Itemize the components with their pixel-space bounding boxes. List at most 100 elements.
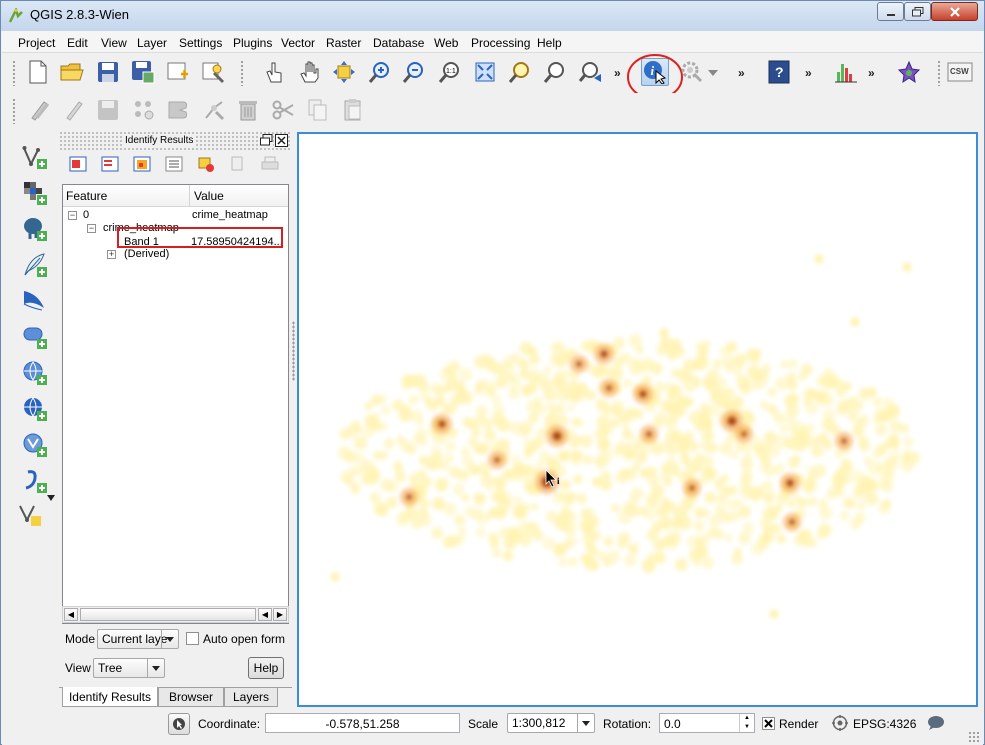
composer-manager-button[interactable]	[199, 58, 227, 86]
toggle-coordinate-button[interactable]	[168, 713, 190, 735]
open-form-button[interactable]	[163, 154, 185, 174]
add-wms-layer-button[interactable]	[21, 359, 49, 387]
view-select[interactable]: Tree	[93, 658, 165, 678]
node-tool-button[interactable]	[200, 96, 228, 124]
add-oracle-layer-button[interactable]	[21, 323, 49, 351]
menu-raster[interactable]: Raster	[326, 36, 362, 50]
toggle-editing-button[interactable]	[60, 96, 88, 124]
csw-button[interactable]: CSW	[946, 58, 974, 86]
toolbar-grip[interactable]	[937, 60, 941, 86]
current-edits-button[interactable]	[26, 96, 54, 124]
map-canvas[interactable]: i	[297, 132, 978, 707]
chevron-down-icon[interactable]	[708, 70, 718, 76]
menu-edit[interactable]: Edit	[67, 36, 88, 50]
expand-icon[interactable]: +	[107, 249, 116, 259]
scroll-left-button[interactable]: ◀	[258, 608, 272, 621]
menu-project[interactable]: Project	[18, 36, 56, 50]
save-as-button[interactable]	[129, 58, 157, 86]
crs-label[interactable]: EPSG:4326	[853, 717, 917, 731]
zoom-full-button[interactable]	[471, 58, 499, 86]
open-project-button[interactable]	[58, 58, 86, 86]
clear-highlights-button[interactable]	[195, 154, 217, 174]
collapse-icon[interactable]: −	[87, 223, 96, 233]
menu-settings[interactable]: Settings	[179, 36, 223, 50]
toolbar-grip[interactable]	[12, 60, 16, 86]
add-wfs-layer-button[interactable]	[21, 431, 49, 459]
new-print-composer-button[interactable]	[164, 58, 192, 86]
scale-select[interactable]: 1:300,812	[507, 713, 595, 733]
print-button[interactable]	[259, 154, 281, 174]
help-contents-button[interactable]: ?	[765, 58, 793, 86]
identify-features-button[interactable]: i	[641, 58, 669, 86]
maximize-button[interactable]	[904, 2, 931, 21]
tree-horizontal-scrollbar[interactable]: ◀ ◀ ▶	[62, 606, 289, 623]
new-shapefile-layer-button[interactable]	[21, 143, 49, 171]
cut-features-button[interactable]	[269, 96, 297, 124]
add-mssql-layer-button[interactable]	[21, 287, 49, 315]
render-checkbox[interactable]	[762, 717, 775, 730]
chevron-down-icon[interactable]	[47, 495, 55, 501]
scroll-left-button[interactable]: ◀	[64, 608, 78, 621]
zoom-to-layer-button[interactable]	[541, 58, 569, 86]
toolbar-overflow[interactable]: »	[868, 66, 875, 80]
zoom-in-button[interactable]	[366, 58, 394, 86]
add-postgis-layer-button[interactable]	[21, 215, 49, 243]
menu-vector[interactable]: Vector	[281, 36, 316, 50]
rotation-field[interactable]: 0.0 ▲ ▼	[659, 713, 755, 733]
add-wcs-layer-button[interactable]	[21, 395, 49, 423]
move-feature-button[interactable]	[165, 96, 193, 124]
delete-selected-button[interactable]	[234, 96, 262, 124]
copy-feature-button[interactable]	[227, 154, 249, 174]
histogram-button[interactable]	[832, 58, 860, 86]
menu-plugins[interactable]: Plugins	[233, 36, 273, 50]
feature-column-header[interactable]: Feature	[66, 189, 108, 203]
panel-splitter[interactable]	[292, 321, 295, 381]
close-panel-icon[interactable]	[275, 134, 288, 147]
minimize-button[interactable]	[877, 2, 904, 21]
identify-results-tree[interactable]: Feature Value − 0 crime_heatmap − crime_…	[62, 184, 289, 624]
menu-help[interactable]: Help	[537, 36, 562, 50]
value-column-header[interactable]: Value	[194, 189, 224, 203]
toolbar-overflow[interactable]: »	[738, 66, 745, 80]
copy-features-button[interactable]	[304, 96, 332, 124]
menu-view[interactable]: View	[101, 36, 127, 50]
collapse-all-button[interactable]	[99, 154, 121, 174]
save-project-button[interactable]	[94, 58, 122, 86]
expand-all-button[interactable]	[67, 154, 89, 174]
zoom-native-button[interactable]: 1:1	[436, 58, 464, 86]
new-vector-layer-button[interactable]	[17, 501, 45, 529]
zoom-out-button[interactable]	[400, 58, 428, 86]
select-features-button[interactable]	[678, 58, 706, 86]
messages-icon[interactable]	[927, 715, 945, 731]
add-raster-layer-button[interactable]	[21, 179, 49, 207]
close-window-button[interactable]	[931, 2, 978, 21]
scroll-right-button[interactable]: ▶	[273, 608, 287, 621]
zoom-last-button[interactable]	[577, 58, 605, 86]
rotation-spinner[interactable]: ▲ ▼	[739, 714, 754, 732]
pan-map-button[interactable]	[296, 58, 324, 86]
menu-web[interactable]: Web	[434, 36, 459, 50]
tab-browser[interactable]: Browser	[158, 688, 224, 707]
zoom-to-selection-button[interactable]	[506, 58, 534, 86]
new-project-button[interactable]	[24, 58, 52, 86]
tree-row-feature[interactable]: − 0 crime_heatmap	[63, 209, 288, 222]
toolbar-grip[interactable]	[12, 98, 16, 124]
scrollbar-thumb[interactable]	[80, 608, 256, 621]
menu-processing[interactable]: Processing	[471, 36, 531, 50]
tab-identify-results[interactable]: Identify Results	[62, 687, 158, 707]
toolbar-overflow[interactable]: »	[614, 66, 621, 80]
menu-layer[interactable]: Layer	[137, 36, 168, 50]
toolbar-grip[interactable]	[240, 60, 244, 86]
add-spatialite-layer-button[interactable]	[21, 251, 49, 279]
toolbar-overflow[interactable]: »	[805, 66, 812, 80]
auto-open-checkbox[interactable]	[186, 632, 199, 645]
mode-select[interactable]: Current laye	[97, 629, 179, 649]
help-button[interactable]: Help	[248, 657, 284, 679]
coordinate-field[interactable]: -0.578,51.258	[265, 713, 460, 733]
paste-features-button[interactable]	[339, 96, 367, 124]
pan-to-selection-button[interactable]	[330, 58, 358, 86]
save-layer-edits-button[interactable]	[94, 96, 122, 124]
touch-zoom-button[interactable]	[260, 58, 288, 86]
tree-row-derived[interactable]: + (Derived)	[63, 248, 288, 261]
plugin-button[interactable]	[895, 58, 923, 86]
